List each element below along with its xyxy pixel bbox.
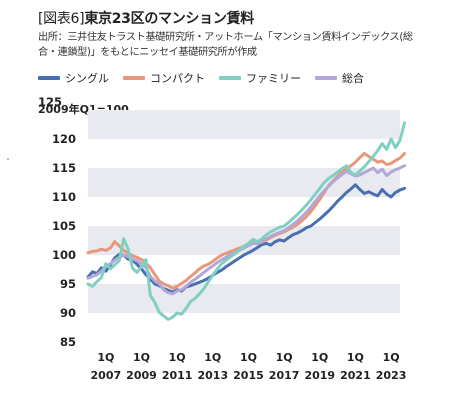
- y-tick-label: 110: [52, 190, 76, 204]
- x-tick-label-year: 2019: [304, 369, 335, 382]
- x-tick-label-year: 2013: [197, 369, 228, 382]
- title-text: 東京23区のマンション賃料: [84, 11, 254, 27]
- legend-label-family: ファミリー: [246, 72, 301, 85]
- series-line-family: [86, 121, 406, 321]
- figure-number: [図表6]: [38, 11, 85, 27]
- x-tick-label-quarter: 1Q: [276, 351, 293, 364]
- x-tick-label-year: 2011: [162, 369, 193, 382]
- x-tick-label-quarter: 1Q: [240, 351, 257, 364]
- x-tick-label-year: 2017: [269, 369, 300, 382]
- legend-swatch-single: [38, 76, 60, 80]
- grid-band: [88, 226, 400, 255]
- legend-swatch-total: [315, 76, 337, 80]
- chart-title: [図表6]東京23区のマンション賃料: [38, 8, 254, 28]
- legend-item-family: ファミリー: [219, 70, 301, 86]
- legend-swatch-compact: [123, 76, 145, 80]
- x-tick-label-quarter: 1Q: [311, 351, 328, 364]
- x-tick-label-year: 2023: [376, 369, 407, 382]
- legend-item-compact: コンパクト: [123, 70, 205, 86]
- legend-label-single: シングル: [65, 72, 109, 85]
- x-tick-label-quarter: 1Q: [383, 351, 400, 364]
- legend-label-compact: コンパクト: [150, 72, 205, 85]
- y-tick-label: 120: [52, 132, 76, 146]
- stray-dot: [7, 158, 9, 160]
- x-tick-label-year: 2015: [233, 369, 264, 382]
- x-tick-label-year: 2009: [126, 369, 157, 382]
- x-tick-label-quarter: 1Q: [169, 351, 186, 364]
- legend-swatch-family: [219, 76, 241, 80]
- x-tick-label-year: 2021: [340, 369, 371, 382]
- x-tick-label-quarter: 1Q: [204, 351, 221, 364]
- x-tick-label-year: 2007: [91, 369, 122, 382]
- y-tick-label: 100: [52, 248, 76, 262]
- legend-item-total: 総合: [315, 70, 364, 86]
- grid-band: [88, 284, 400, 313]
- x-tick-label-quarter: 1Q: [97, 351, 114, 364]
- legend-item-single: シングル: [38, 70, 109, 86]
- y-tick-label: 85: [60, 335, 76, 349]
- legend-label-total: 総合: [342, 72, 364, 85]
- source-note: 出所：三井住友トラスト基礎研究所・アットホーム「マンション賃料インデックス(総合…: [38, 32, 413, 58]
- y-tick-label: 105: [52, 219, 76, 233]
- y-tick-label: 95: [60, 277, 76, 291]
- y-tick-label: 115: [52, 161, 76, 175]
- y-tick-label: 90: [60, 306, 76, 320]
- y-tick-label: 125: [38, 95, 62, 109]
- legend: シングル コンパクト ファミリー 総合: [38, 70, 364, 86]
- x-tick-label-quarter: 1Q: [133, 351, 150, 364]
- grid-band: [88, 110, 400, 139]
- x-tick-label-quarter: 1Q: [347, 351, 364, 364]
